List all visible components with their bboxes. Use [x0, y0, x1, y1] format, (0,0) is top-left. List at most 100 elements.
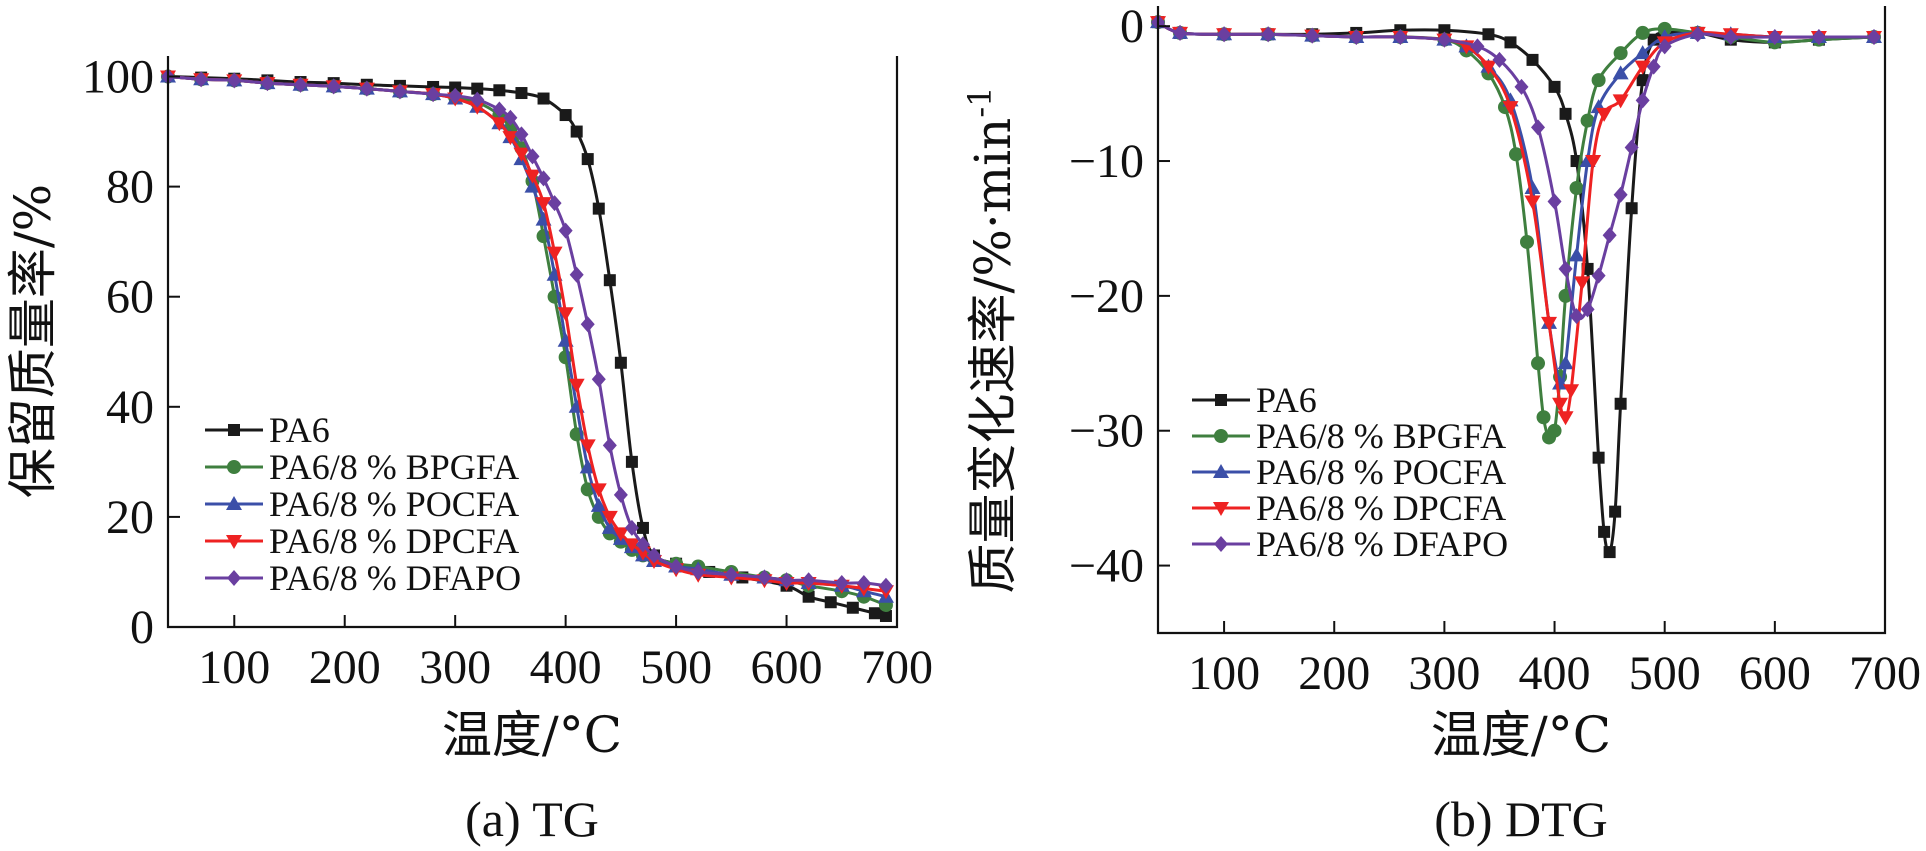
dtg-dfapo-point	[1558, 260, 1573, 277]
tg-dfapo-point	[260, 75, 275, 92]
tg-dfapo-point	[558, 222, 573, 239]
tg-pa6-point	[868, 607, 881, 620]
tg-pa6-point	[471, 82, 484, 95]
dtg-legend-label: PA6/8 % DFAPO	[1256, 524, 1508, 564]
dtg-legend-marker	[1215, 394, 1227, 406]
dtg-dfapo-point	[1723, 28, 1738, 45]
dtg-pa6-point	[1636, 74, 1649, 87]
tg-pocfa-point	[524, 178, 541, 193]
tg-legend-marker	[226, 535, 242, 549]
tg-legend-item-bpgfa: PA6/8 % BPGFA	[205, 447, 519, 487]
tg-pa6-point	[493, 84, 506, 97]
dtg-bpgfa-point	[1580, 113, 1595, 128]
dtg-dfapo-point	[1866, 28, 1881, 45]
tg-x-tick-label: 600	[751, 641, 823, 694]
dtg-pocfa-point	[1634, 45, 1651, 60]
tg-pa6-point	[636, 521, 649, 534]
dtg-dfapo-point	[1569, 308, 1584, 325]
dtg-x-axis-title: 温度/°C	[1431, 706, 1611, 764]
tg-dfapo-point	[194, 71, 209, 88]
dtg-caption: (b) DTG	[1434, 791, 1608, 847]
dtg-pa6-point	[1609, 505, 1622, 518]
dtg-dpcfa-line	[1157, 20, 1874, 420]
dtg-x-tick-label: 700	[1849, 647, 1921, 700]
dtg-bpgfa-point	[1613, 46, 1628, 61]
dtg-bpgfa-point	[1520, 234, 1535, 249]
tg-pa6-point	[614, 356, 627, 369]
tg-dfapo-point	[691, 563, 706, 580]
tg-dfapo-point	[492, 101, 507, 118]
dtg-legend-item-bpgfa: PA6/8 % BPGFA	[1192, 416, 1506, 456]
dtg-dfapo-point	[1580, 301, 1595, 318]
tg-dfapo-point	[503, 109, 518, 126]
dtg-dpcfa-point	[1502, 101, 1519, 116]
dtg-ticks: 100 200 300 400 500 600 700 0 −10 −20 −30 −40	[1069, 0, 1921, 700]
tg-dfapo-point	[525, 148, 540, 165]
dtg-series-layer	[1150, 14, 1882, 559]
tg-dfapo-point	[669, 558, 684, 575]
tg-dpcfa-point	[502, 131, 519, 146]
tg-x-tick-label: 500	[640, 641, 712, 694]
tg-pocfa-point	[579, 459, 596, 474]
dtg-legend-item-pocfa: PA6/8 % POCFA	[1192, 452, 1506, 492]
dtg-x-tick-label: 400	[1519, 647, 1591, 700]
dtg-pa6-point	[1504, 36, 1517, 49]
dtg-y-tick-label: 0	[1120, 0, 1144, 53]
dtg-bpgfa-point	[1536, 410, 1551, 425]
tg-y-tick-label: 60	[106, 271, 154, 324]
dtg-legend-marker	[1214, 536, 1228, 552]
tg-dfapo-point	[536, 170, 551, 187]
dtg-pa6-point	[1482, 28, 1495, 41]
tg-x-tick-label: 700	[861, 641, 933, 694]
dtg-y-axis-title-superscript: -1	[961, 86, 999, 117]
dtg-legend-marker	[1214, 429, 1228, 443]
dtg-dfapo-point	[1811, 28, 1826, 45]
tg-dpcfa-point	[623, 538, 640, 553]
tg-legend-marker	[227, 460, 241, 474]
dtg-dfapo-point	[1349, 28, 1364, 45]
tg-dfapo-point	[635, 536, 650, 553]
tg-legend-label: PA6/8 % BPGFA	[269, 447, 519, 487]
dtg-bpgfa-line	[1157, 20, 1875, 441]
tg-plot-frame	[166, 56, 899, 629]
tg-legend-marker	[227, 570, 241, 586]
dtg-dfapo-point	[1613, 186, 1628, 203]
tg-pa6-point	[449, 81, 462, 94]
dtg-dfapo-point	[1437, 31, 1452, 48]
dtg-dpcfa-point	[1480, 60, 1497, 75]
dtg-dfapo-point	[1635, 92, 1650, 109]
tg-dpcfa-point	[568, 378, 585, 393]
dtg-legend-label: PA6/8 % BPGFA	[1256, 416, 1506, 456]
dtg-dpcfa-point	[1596, 107, 1613, 122]
dtg-x-tick-label: 500	[1629, 647, 1701, 700]
dtg-dfapo-point	[1492, 51, 1507, 68]
tg-y-tick-label: 80	[106, 161, 154, 214]
tg-dpcfa-point	[469, 100, 486, 115]
dtg-pa6-point	[1598, 525, 1611, 538]
tg-dpcfa-point	[557, 307, 574, 322]
dtg-dpcfa-point	[1557, 411, 1574, 426]
dtg-pa6-point	[1603, 546, 1616, 559]
tg-dfapo-point	[724, 566, 739, 583]
dtg-y-tick-label: −10	[1069, 135, 1144, 188]
dtg-pa6-point	[1438, 24, 1451, 37]
dtg-pa6-point	[1592, 451, 1605, 464]
dtg-x-tick-label: 100	[1188, 647, 1260, 700]
tg-dfapo-point	[624, 519, 639, 536]
tg-y-tick-label: 40	[106, 381, 154, 434]
dtg-dfapo-point	[1173, 24, 1188, 41]
dtg-dfapo-point	[1767, 28, 1782, 45]
tg-dpcfa-point	[535, 197, 552, 212]
tg-x-tick-label: 300	[419, 641, 491, 694]
tg-x-axis-title: 温度/°C	[442, 706, 622, 764]
tg-pa6-point	[515, 87, 528, 100]
tg-dfapo-point	[227, 72, 242, 89]
tg-dpcfa-point	[612, 527, 629, 542]
tg-ticks: 100 200 300 400 500 600 700 0 20 40 60 80 100	[82, 51, 933, 694]
dtg-y-tick-label: −30	[1069, 405, 1144, 458]
dtg-dpcfa-point	[1552, 397, 1569, 412]
tg-pa6-point	[625, 455, 638, 468]
